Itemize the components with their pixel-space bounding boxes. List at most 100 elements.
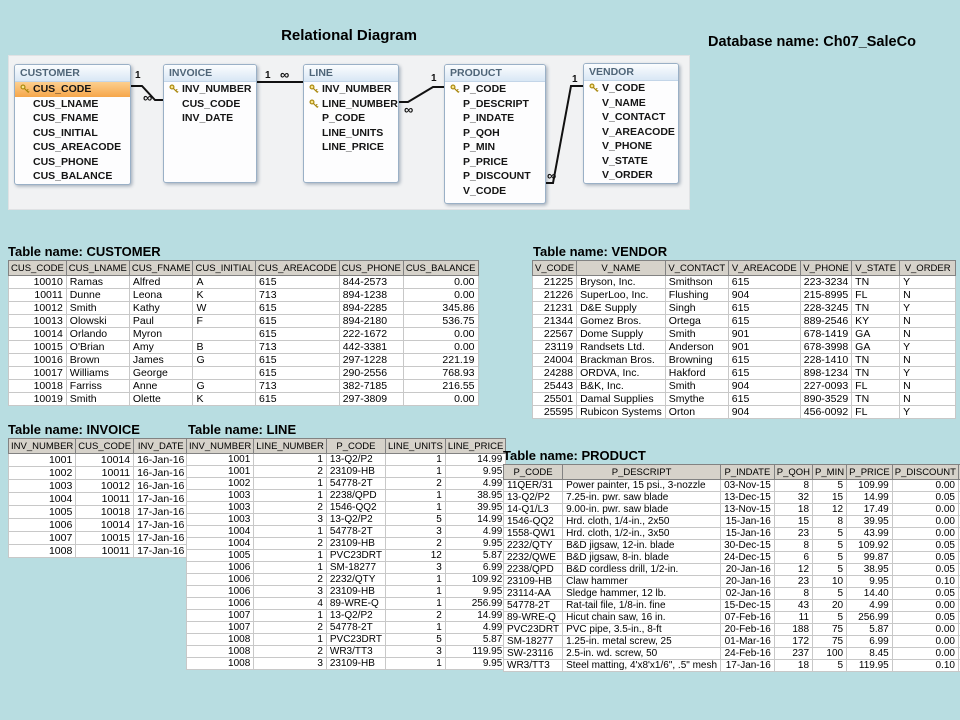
entity-field[interactable]: V_ORDER <box>584 168 678 183</box>
table-cell: 1008 <box>185 633 255 646</box>
primary-key-icon <box>589 83 602 93</box>
field-label: CUS_AREACODE <box>33 141 122 154</box>
entity-field[interactable]: P_CODE <box>304 111 398 126</box>
table-cell: 10010 <box>8 275 67 289</box>
table-cell: Brown <box>65 353 130 367</box>
table-row: 14-Q1/L3 9.00-in. pwr. saw blade 13-Nov-15… <box>502 503 960 516</box>
table-row: 1558-QW1 Hrd. cloth, 1/2-in., 3x50 15-Jan-… <box>502 527 960 540</box>
table-cell: Power painter, 15 psi., 3-nozzle <box>562 479 722 492</box>
column-header: P_MIN <box>812 464 848 480</box>
entity-invoice[interactable]: INVOICE INV_NUMBER CUS_CODE INV_DATE <box>163 64 257 183</box>
table-cell: 2 <box>253 537 327 550</box>
table-cell: 1 <box>253 633 327 646</box>
table-row: 1008 3 23109-HB 1 9.95 <box>185 657 507 670</box>
entity-field[interactable]: P_INDATE <box>445 111 545 126</box>
entity-field[interactable]: INV_DATE <box>164 111 256 126</box>
entity-field[interactable]: CUS_CODE <box>15 82 130 97</box>
entity-field[interactable]: CUS_INITIAL <box>15 126 130 141</box>
entity-vendor[interactable]: VENDOR V_CODE V_NAME V_CONTACT V_AREACODE V_P… <box>583 63 679 184</box>
entity-title[interactable]: LINE <box>304 65 398 82</box>
table-cell: Orton <box>664 405 729 419</box>
entity-field[interactable]: LINE_NUMBER <box>304 97 398 112</box>
field-label: CUS_PHONE <box>33 155 99 168</box>
entity-field[interactable]: P_DESCRIPT <box>445 97 545 112</box>
table-cell: 3 <box>384 645 446 658</box>
entity-title[interactable]: PRODUCT <box>445 65 545 82</box>
entity-field[interactable]: P_QOH <box>445 126 545 141</box>
entity-customer[interactable]: CUSTOMER CUS_CODE CUS_LNAME CUS_FNAME CUS_IN… <box>14 64 131 185</box>
entity-field[interactable]: V_CODE <box>584 81 678 96</box>
entity-field[interactable]: CUS_PHONE <box>15 155 130 170</box>
field-label: V_PHONE <box>602 140 653 153</box>
table-cell: 1005 <box>185 549 255 562</box>
table-cell: 901 <box>727 340 801 354</box>
column-header: CUS_BALANCE <box>402 260 479 276</box>
table-cell: 227-0093 <box>799 379 853 393</box>
table-cell: 23 <box>773 575 814 588</box>
table-cell: 216.55 <box>402 379 479 393</box>
table-cell: 18 <box>773 503 814 516</box>
table-cell: 615 <box>727 314 801 328</box>
entity-title[interactable]: CUSTOMER <box>15 65 130 82</box>
table-cell: 1 <box>384 585 446 598</box>
entity-field[interactable]: V_CONTACT <box>584 110 678 125</box>
table-cell: 2 <box>253 645 327 658</box>
entity-field[interactable]: V_STATE <box>584 154 678 169</box>
table-cell: Leona <box>128 288 194 302</box>
table-cell: 17-Jan-16 <box>133 505 189 519</box>
column-header: INV_NUMBER <box>185 438 255 454</box>
entity-title[interactable]: VENDOR <box>584 64 678 81</box>
table-cell: 894-2285 <box>338 301 404 315</box>
column-header: V_NAME <box>576 260 666 276</box>
entity-field[interactable]: LINE_UNITS <box>304 126 398 141</box>
table-cell: W <box>192 301 257 315</box>
entity-field[interactable]: CUS_BALANCE <box>15 169 130 184</box>
table-row: 1002 10011 16-Jan-16 <box>7 466 189 480</box>
table-cell: SM-18277 <box>325 561 386 574</box>
table-cell: Orlando <box>65 327 130 341</box>
table-row: PVC23DRT PVC pipe, 3.5-in., 8-ft 20-Feb-16… <box>502 623 960 636</box>
entity-field[interactable]: CUS_CODE <box>164 97 256 112</box>
entity-field[interactable]: V_CODE <box>445 184 545 199</box>
entity-field[interactable]: LINE_PRICE <box>304 140 398 155</box>
entity-field[interactable]: P_CODE <box>445 82 545 97</box>
table-cell: 39.95 <box>846 515 893 528</box>
entity-field[interactable]: CUS_FNAME <box>15 111 130 126</box>
table-cell: N <box>899 288 957 302</box>
table-cell: 1005 <box>7 505 77 519</box>
entity-field[interactable]: INV_NUMBER <box>164 82 256 97</box>
table-cell: SM-18277 <box>502 635 564 648</box>
entity-field[interactable]: P_DISCOUNT <box>445 169 545 184</box>
table-cell: 30-Dec-15 <box>720 539 775 552</box>
table-cell: WR3/TT3 <box>325 645 386 658</box>
table-cell: 6.99 <box>444 561 507 574</box>
entity-field[interactable]: P_PRICE <box>445 155 545 170</box>
entity-line[interactable]: LINE INV_NUMBER LINE_NUMBER P_CODE LINE_UNIT… <box>303 64 399 183</box>
table-cell: 24-Dec-15 <box>720 551 775 564</box>
entity-title[interactable]: INVOICE <box>164 65 256 82</box>
entity-product[interactable]: PRODUCT P_CODE P_DESCRIPT P_INDATE P_QOH P_MI… <box>444 64 546 204</box>
field-label: CUS_CODE <box>182 97 241 110</box>
table-cell: 256.99 <box>444 597 507 610</box>
entity-field[interactable]: INV_NUMBER <box>304 82 398 97</box>
entity-field[interactable]: CUS_AREACODE <box>15 140 130 155</box>
table-cell: Hrd. cloth, 1/4-in., 2x50 <box>562 515 722 528</box>
entity-field[interactable]: V_AREACODE <box>584 125 678 140</box>
table-cell: 17-Jan-16 <box>133 531 189 545</box>
table-cell: 21225 <box>531 275 578 289</box>
entity-field[interactable]: P_MIN <box>445 140 545 155</box>
table-cell: 1546-QQ2 <box>502 515 564 528</box>
table-cell: 0.00 <box>402 392 479 406</box>
entity-field[interactable]: CUS_LNAME <box>15 97 130 112</box>
table-cell: 536.75 <box>402 314 479 328</box>
table-cell: 768.93 <box>402 366 479 380</box>
table-cell: 02-Jan-16 <box>720 587 775 600</box>
cardinality-one-label: 1 <box>265 70 271 81</box>
table-cell: Flushing <box>664 288 729 302</box>
entity-field[interactable]: V_NAME <box>584 96 678 111</box>
table-cell: 24288 <box>531 366 578 380</box>
table-cell: K <box>192 288 257 302</box>
table-cell: 2 <box>384 537 446 550</box>
field-label: CUS_CODE <box>33 83 92 96</box>
entity-field[interactable]: V_PHONE <box>584 139 678 154</box>
